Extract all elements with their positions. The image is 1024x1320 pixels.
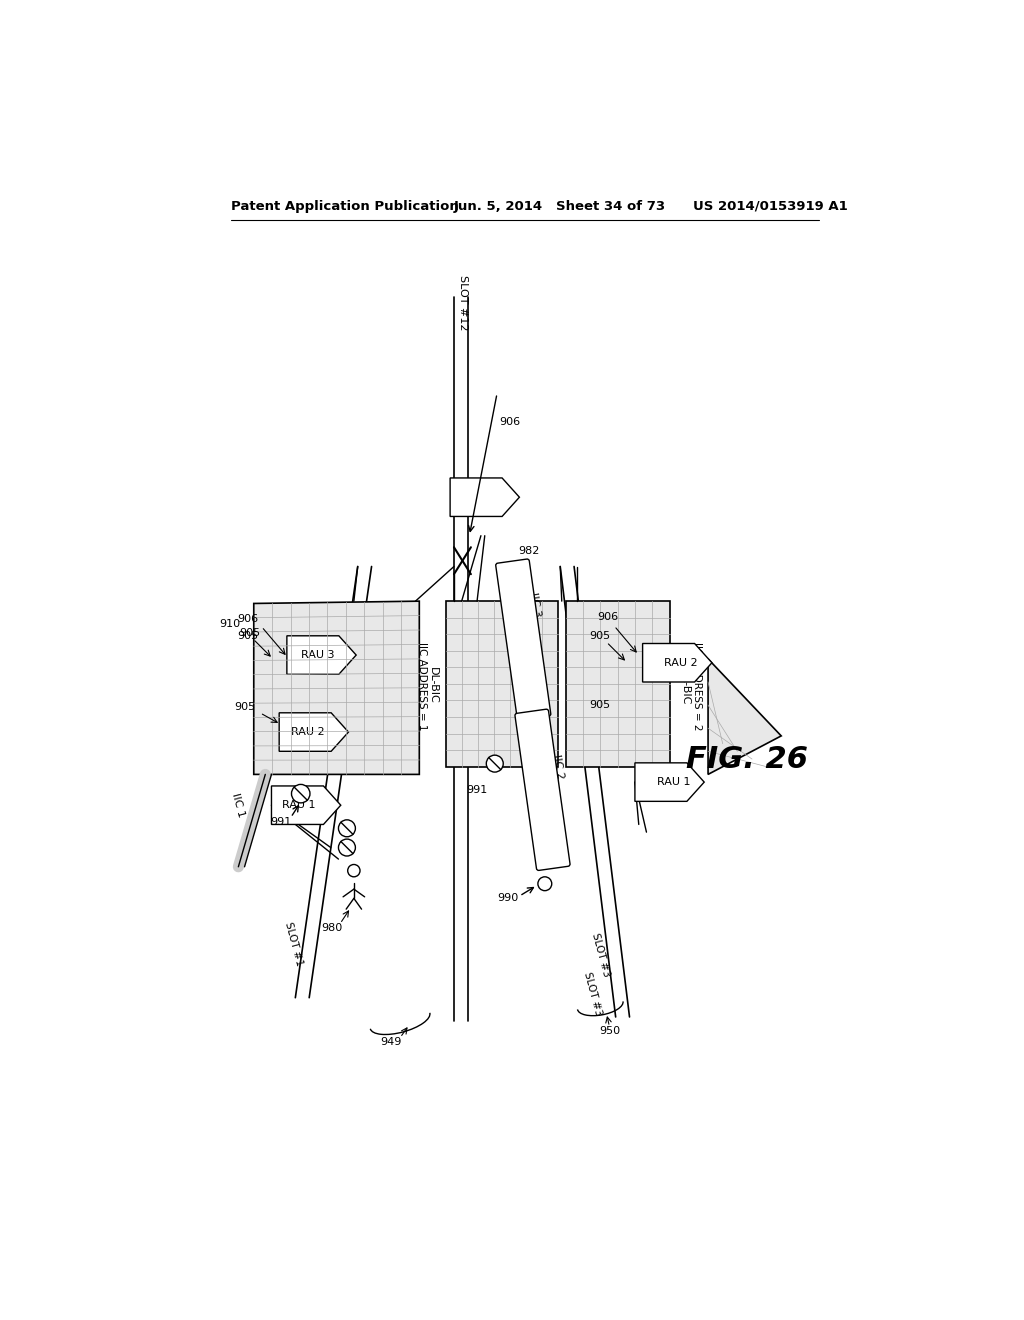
Polygon shape [451,478,519,516]
Text: 906: 906 [597,611,618,622]
Text: RAU 3: RAU 3 [301,649,335,660]
Text: IIC ADDRESS = 1: IIC ADDRESS = 1 [417,642,427,730]
Text: 982: 982 [518,546,540,556]
Text: US 2014/0153919 A1: US 2014/0153919 A1 [692,199,848,213]
Circle shape [538,876,552,891]
Text: 906: 906 [237,614,258,624]
Polygon shape [643,644,712,682]
Polygon shape [446,601,558,767]
Polygon shape [271,785,341,825]
Text: RAU 1: RAU 1 [282,800,315,810]
Polygon shape [565,601,670,767]
Text: RAU 2: RAU 2 [665,657,698,668]
Text: 991: 991 [270,817,292,828]
Circle shape [348,865,360,876]
Text: FIG. 26: FIG. 26 [685,744,808,774]
Text: SLOT #1: SLOT #1 [283,921,304,966]
Text: 905: 905 [240,628,260,639]
Text: 990: 990 [498,892,518,903]
Text: IIC 3: IIC 3 [527,591,542,618]
Circle shape [486,755,503,772]
Circle shape [292,784,310,803]
Polygon shape [708,659,781,775]
Text: DL-BIC: DL-BIC [428,668,438,705]
Text: 906: 906 [499,417,520,426]
Text: 905: 905 [237,631,258,640]
Text: 905: 905 [590,700,611,710]
Text: 905: 905 [590,631,611,640]
Text: RAU 2: RAU 2 [291,727,325,737]
Circle shape [339,820,355,837]
Text: IIC ADDRESS = 2: IIC ADDRESS = 2 [691,642,701,730]
Text: 910: 910 [219,619,241,630]
Text: SLOT #3: SLOT #3 [590,932,611,978]
Text: SLOT #3: SLOT #3 [582,970,603,1016]
Text: UL-BIC: UL-BIC [680,668,690,704]
Text: 991: 991 [467,785,487,795]
Text: IIC 2: IIC 2 [551,754,565,780]
Text: 905: 905 [233,702,255,713]
Text: SLOT #12: SLOT #12 [458,276,468,331]
Text: 950: 950 [599,1026,621,1036]
Polygon shape [280,713,348,751]
Text: Patent Application Publication: Patent Application Publication [230,199,459,213]
Circle shape [339,840,355,855]
Text: RAU 1: RAU 1 [656,777,690,787]
Polygon shape [635,763,705,801]
Polygon shape [254,601,419,775]
FancyBboxPatch shape [515,709,570,870]
Text: 949: 949 [380,1038,401,1047]
Text: Jun. 5, 2014   Sheet 34 of 73: Jun. 5, 2014 Sheet 34 of 73 [454,199,666,213]
Text: 980: 980 [321,924,342,933]
Polygon shape [287,636,356,675]
FancyBboxPatch shape [496,560,551,721]
Text: IIC 1: IIC 1 [230,792,246,818]
